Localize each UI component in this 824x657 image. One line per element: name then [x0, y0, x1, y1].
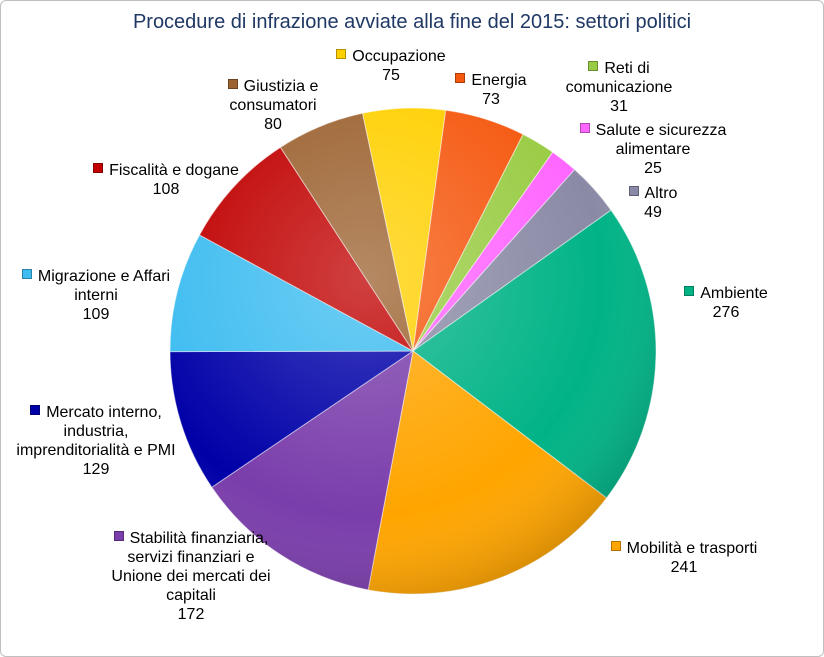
legend-key	[579, 123, 590, 133]
value-label: 80	[264, 116, 282, 133]
value-label: 109	[82, 306, 110, 323]
value-label: 276	[712, 304, 740, 321]
value-label: 73	[482, 91, 500, 108]
value-label: 49	[644, 204, 662, 221]
data-label: Mobilità e trasporti 241	[594, 539, 774, 577]
value-label: 75	[382, 67, 400, 84]
legend-key	[684, 286, 695, 296]
data-label: Mercato interno, industria, imprenditori…	[16, 403, 176, 479]
category-label: Mercato interno, industria, imprenditori…	[16, 404, 176, 459]
value-label: 241	[670, 559, 698, 576]
value-label: 31	[610, 98, 628, 115]
legend-key	[610, 541, 621, 551]
legend-key	[93, 163, 104, 173]
chart-title: Procedure di infrazione avviate alla fin…	[132, 11, 692, 33]
data-label: Altro 49	[613, 184, 693, 222]
category-label: Altro	[644, 185, 678, 202]
legend-key	[588, 61, 599, 71]
category-label: Reti di comunicazione	[565, 60, 673, 96]
category-label: Salute e sicurezza alimentare	[595, 122, 727, 158]
category-label: Occupazione	[352, 48, 446, 65]
data-label: Stabilità finanziaria, servizi finanziar…	[101, 529, 281, 624]
pie-shading	[170, 108, 656, 594]
category-label: Migrazione e Affari interni	[37, 268, 171, 304]
legend-key	[336, 49, 347, 59]
legend-key	[113, 531, 124, 541]
data-label: Giustizia e consumatori 80	[198, 77, 348, 134]
value-label: 129	[82, 461, 110, 478]
category-label: Stabilità finanziaria, servizi finanziar…	[111, 530, 271, 604]
value-label: 172	[177, 606, 205, 623]
data-label: Migrazione e Affari interni 109	[11, 267, 181, 324]
category-label: Energia	[471, 72, 527, 89]
value-label: 108	[152, 181, 180, 198]
data-label: Energia 73	[431, 71, 551, 109]
value-label: 25	[644, 160, 662, 177]
data-label: Fiscalità e dogane 108	[71, 161, 261, 199]
category-label: Mobilità e trasporti	[626, 540, 758, 557]
data-label: Reti di comunicazione 31	[554, 59, 684, 116]
category-label: Giustizia e consumatori	[229, 78, 319, 114]
legend-key	[21, 269, 32, 279]
data-label: Occupazione 75	[316, 47, 466, 85]
legend-key	[30, 405, 41, 415]
data-label: Ambiente 276	[666, 284, 786, 322]
legend-key	[628, 186, 639, 196]
category-label: Fiscalità e dogane	[109, 162, 239, 179]
category-label: Ambiente	[700, 285, 768, 302]
legend-key	[455, 73, 466, 83]
legend-key	[227, 79, 238, 89]
data-label: Salute e sicurezza alimentare 25	[568, 121, 738, 178]
